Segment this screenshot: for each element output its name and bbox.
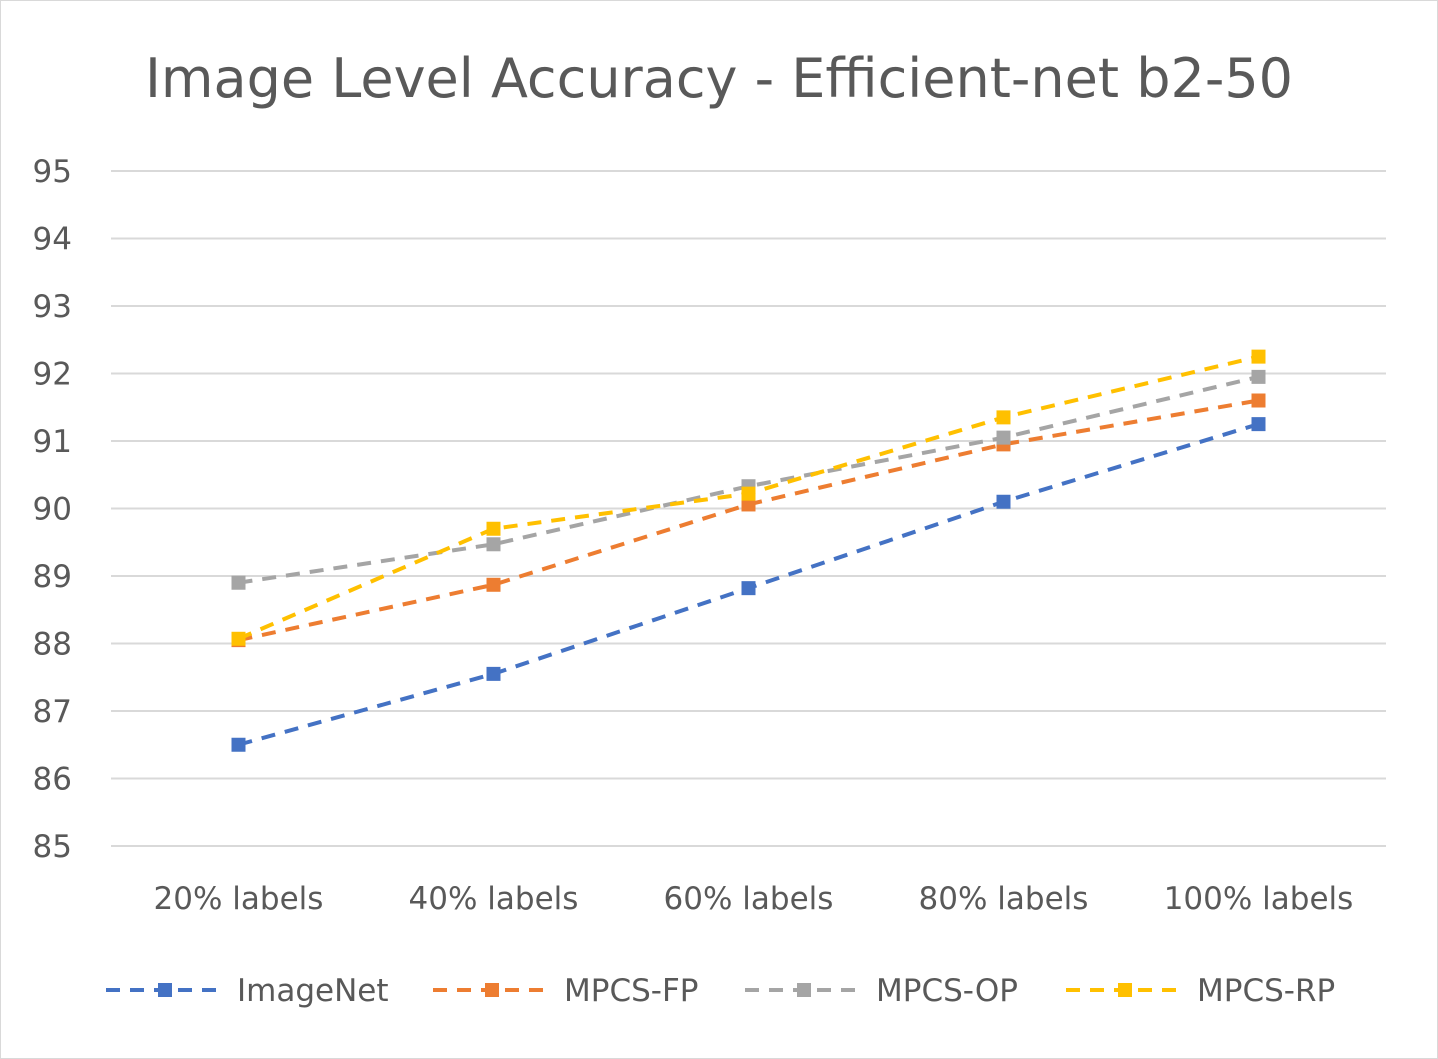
legend-label: ImageNet (237, 973, 389, 1009)
series-lines (231, 349, 1266, 752)
legend-entry: MPCS-FP (433, 973, 698, 1009)
data-point-marker (996, 430, 1011, 445)
y-tick-label: 94 (33, 222, 72, 258)
y-tick-label: 86 (33, 762, 72, 798)
y-tick-label: 92 (33, 357, 72, 393)
data-point-marker (231, 631, 246, 646)
data-point-marker (741, 581, 756, 596)
y-tick-label: 89 (33, 559, 72, 595)
y-tick-label: 91 (33, 424, 72, 460)
chart-title: Image Level Accuracy - Efficient-net b2-… (145, 47, 1293, 110)
legend: ImageNet MPCS-FP MPCS-OP MPCS-RP (106, 973, 1335, 1009)
legend-entry: MPCS-RP (1066, 973, 1335, 1009)
data-point-marker (486, 521, 501, 536)
legend-marker-swatch (797, 983, 811, 997)
series-mpcs-fp (231, 393, 1266, 648)
data-point-marker (486, 537, 501, 552)
data-point-marker (1251, 417, 1266, 432)
legend-label: MPCS-OP (876, 973, 1018, 1009)
y-tick-label: 87 (33, 694, 72, 730)
series-imagenet (231, 417, 1266, 752)
x-tick-label: 40% labels (409, 881, 579, 917)
series-line (238, 398, 1259, 643)
y-tick-label: 93 (33, 289, 72, 325)
y-axis-tick-labels: 85 86 87 88 89 90 91 92 93 94 95 (33, 154, 72, 865)
data-point-marker (486, 577, 501, 592)
data-point-marker (231, 575, 246, 590)
legend-entry: ImageNet (106, 973, 389, 1009)
legend-marker-swatch (158, 983, 172, 997)
series-mpcs-op (231, 369, 1266, 590)
x-tick-label: 100% labels (1164, 881, 1354, 917)
x-axis-tick-labels: 20% labels 40% labels 60% labels 80% labels… (154, 881, 1354, 917)
legend-entry: MPCS-OP (745, 973, 1018, 1009)
data-point-marker (996, 494, 1011, 509)
x-tick-label: 20% labels (154, 881, 324, 917)
y-tick-label: 90 (33, 492, 72, 528)
x-tick-label: 80% labels (919, 881, 1089, 917)
legend-marker-swatch (1118, 983, 1132, 997)
legend-label: MPCS-RP (1197, 973, 1335, 1009)
data-point-marker (1251, 349, 1266, 364)
data-point-marker (1251, 393, 1266, 408)
data-point-marker (741, 497, 756, 512)
series-line (238, 374, 1259, 585)
y-tick-label: 88 (33, 627, 72, 663)
gridlines (111, 170, 1386, 847)
data-point-marker (486, 666, 501, 681)
legend-label: MPCS-FP (564, 973, 698, 1009)
y-tick-label: 95 (33, 154, 72, 190)
x-tick-label: 60% labels (664, 881, 834, 917)
series-mpcs-rp (231, 349, 1266, 646)
legend-marker-swatch (485, 983, 499, 997)
data-point-marker (1251, 369, 1266, 384)
data-point-marker (996, 410, 1011, 425)
y-tick-label: 85 (33, 829, 72, 865)
data-point-marker (231, 737, 246, 752)
data-point-marker (741, 486, 756, 501)
